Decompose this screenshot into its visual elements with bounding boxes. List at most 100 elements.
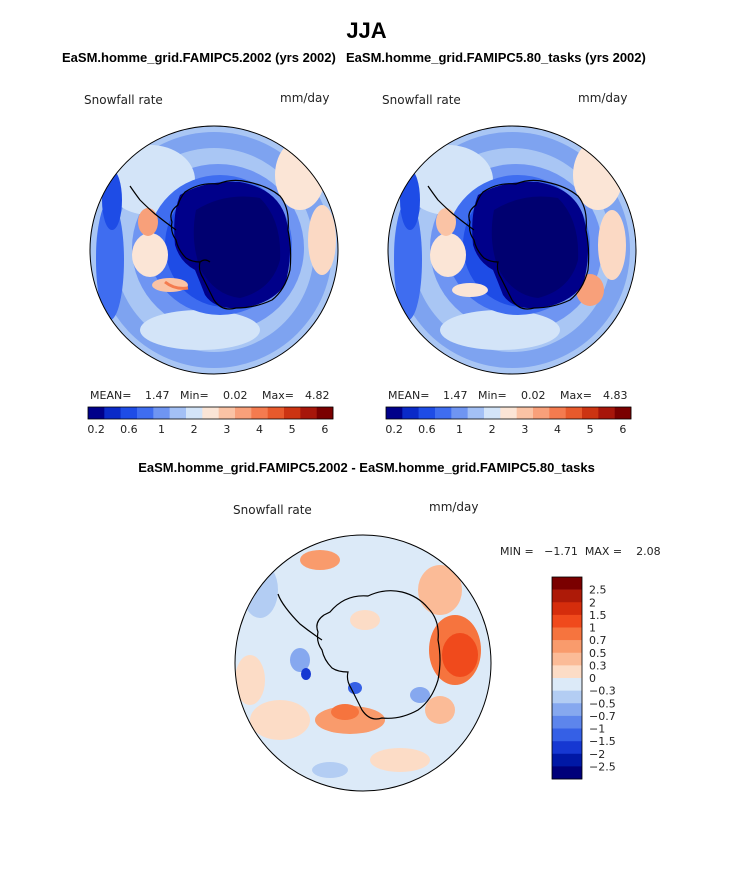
panel2-colorbar-tick-label: 0.6 <box>418 423 436 436</box>
diff-colorbar-box <box>552 753 582 767</box>
panel2-colorbar-box <box>582 407 599 419</box>
diff-colorbar-tick-label: −2.5 <box>589 760 616 773</box>
panel1-colorbar-box <box>202 407 219 419</box>
diff-colorbar-box <box>552 703 582 717</box>
diff-units-label: mm/day <box>429 500 479 514</box>
diff-colorbar-tick-label: −2 <box>589 748 605 761</box>
diff-colorbar-box <box>552 715 582 729</box>
diff-colorbar-tick-label: −0.3 <box>589 685 616 698</box>
panel2-colorbar-tick-label: 3 <box>521 423 528 436</box>
panel2-mean-value: 1.47 <box>443 389 468 402</box>
panel1-map <box>90 126 338 374</box>
diff-colorbar-box <box>552 665 582 679</box>
panel2-colorbar-box <box>418 407 436 419</box>
panel2-max-value: 4.83 <box>603 389 628 402</box>
panel1-colorbar-box <box>316 407 334 419</box>
panel1-colorbar-box <box>300 407 317 419</box>
panel2-colorbar-box <box>516 407 534 419</box>
panel1-colorbar-box <box>88 407 105 419</box>
panel2-mean-label: MEAN= <box>388 389 430 402</box>
panel2-variable-label: Snowfall rate <box>382 93 461 107</box>
panel1-colorbar-box <box>235 407 252 419</box>
panel2-colorbar-tick-label: 2 <box>489 423 496 436</box>
diff-colorbar-box <box>552 741 582 755</box>
panel1-colorbar-box <box>218 407 236 419</box>
panel2-colorbar-tick-label: 0.2 <box>385 423 403 436</box>
panel2-colorbar-box <box>565 407 583 419</box>
panel1-colorbar-box <box>284 407 301 419</box>
panel1-colorbar-box <box>153 407 170 419</box>
panel2-colorbar-box <box>467 407 485 419</box>
diff-colorbar-box <box>552 614 582 628</box>
panel2-colorbar-box <box>435 407 452 419</box>
panel1-mean-value: 1.47 <box>145 389 170 402</box>
diff-colorbar-tick-label: 0.7 <box>589 634 607 647</box>
diff-colorbar-box <box>552 589 582 603</box>
panel1-colorbar-tick-label: 3 <box>223 423 230 436</box>
panel2-colorbar-tick-label: 1 <box>456 423 463 436</box>
diff-colorbar-tick-label: 0.5 <box>589 647 607 660</box>
panel2-colorbar-frame <box>385 406 632 420</box>
panel1-colorbar-tick-label: 4 <box>256 423 263 436</box>
panel1-units-label: mm/day <box>280 91 330 105</box>
diff-colorbar-frame <box>551 576 583 780</box>
diff-map <box>235 535 491 791</box>
panel1-min-value: 0.02 <box>223 389 248 402</box>
panel1-max-label: Max= <box>262 389 294 402</box>
panel2-min-value: 0.02 <box>521 389 546 402</box>
diff-map-border <box>234 534 492 792</box>
panel2-colorbar-box <box>614 407 632 419</box>
diff-colorbar-tick-label: −0.7 <box>589 710 616 723</box>
panel1-min-label: Min= <box>180 389 209 402</box>
diff-colorbar-tick-label: −1.5 <box>589 735 616 748</box>
diff-colorbar-box <box>552 652 582 666</box>
panel2-units-label: mm/day <box>578 91 628 105</box>
panel1-max-value: 4.82 <box>305 389 330 402</box>
diff-colorbar-tick-label: 0 <box>589 672 596 685</box>
diff-colorbar-box <box>552 602 582 616</box>
panel1-colorbar-box <box>267 407 285 419</box>
diff-colorbar-tick-label: −1 <box>589 723 605 736</box>
diff-stats: MIN = −1.71 MAX = 2.08 <box>500 545 661 558</box>
panel2-colorbar-box <box>451 407 468 419</box>
panel2-colorbar-box <box>402 407 419 419</box>
diff-colorbar-tick-label: 1 <box>589 622 596 635</box>
panel1-colorbar-tick-label: 1 <box>158 423 165 436</box>
panel1-title: EaSM.homme_grid.FAMIPC5.2002 (yrs 2002) <box>62 50 336 65</box>
panel2-colorbar-box <box>549 407 566 419</box>
panel1-colorbar-tick-label: 6 <box>321 423 328 436</box>
panel1-colorbar-tick-label: 0.2 <box>87 423 105 436</box>
diff-colorbar-box <box>552 577 582 590</box>
panel1-colorbar-box <box>104 407 121 419</box>
panel1-colorbar-box <box>169 407 187 419</box>
panel2-colorbar-tick-label: 4 <box>554 423 561 436</box>
diff-colorbar-tick-label: 1.5 <box>589 609 607 622</box>
diff-colorbar-box <box>552 690 582 704</box>
diff-variable-label: Snowfall rate <box>233 503 312 517</box>
panel2-map <box>388 126 636 374</box>
panel2-title: EaSM.homme_grid.FAMIPC5.80_tasks (yrs 20… <box>346 50 646 65</box>
panel2-min-label: Min= <box>478 389 507 402</box>
panel2-colorbar-box <box>533 407 550 419</box>
panel2-colorbar-box <box>598 407 615 419</box>
panel2-colorbar-tick-label: 5 <box>587 423 594 436</box>
panel2-colorbar-box <box>500 407 517 419</box>
panel1-colorbar-box <box>186 407 203 419</box>
diff-colorbar-tick-label: 2.5 <box>589 584 607 597</box>
diff-colorbar-box <box>552 766 582 780</box>
diff-colorbar-box <box>552 678 582 691</box>
panel1-map-border <box>89 125 339 375</box>
panel2-map-border <box>387 125 637 375</box>
diff-colorbar-tick-label: 0.3 <box>589 659 607 672</box>
panel1-variable-label: Snowfall rate <box>84 93 163 107</box>
panel1-colorbar-tick-label: 2 <box>191 423 198 436</box>
panel1-colorbar-frame <box>87 406 334 420</box>
panel1-colorbar-box <box>120 407 138 419</box>
panel2-colorbar-tick-label: 6 <box>619 423 626 436</box>
panel1-mean-label: MEAN= <box>90 389 132 402</box>
panel1-colorbar-box <box>251 407 268 419</box>
panel1-colorbar-tick-label: 0.6 <box>120 423 138 436</box>
panel2-colorbar-box <box>484 407 501 419</box>
diff-colorbar-box <box>552 627 582 641</box>
